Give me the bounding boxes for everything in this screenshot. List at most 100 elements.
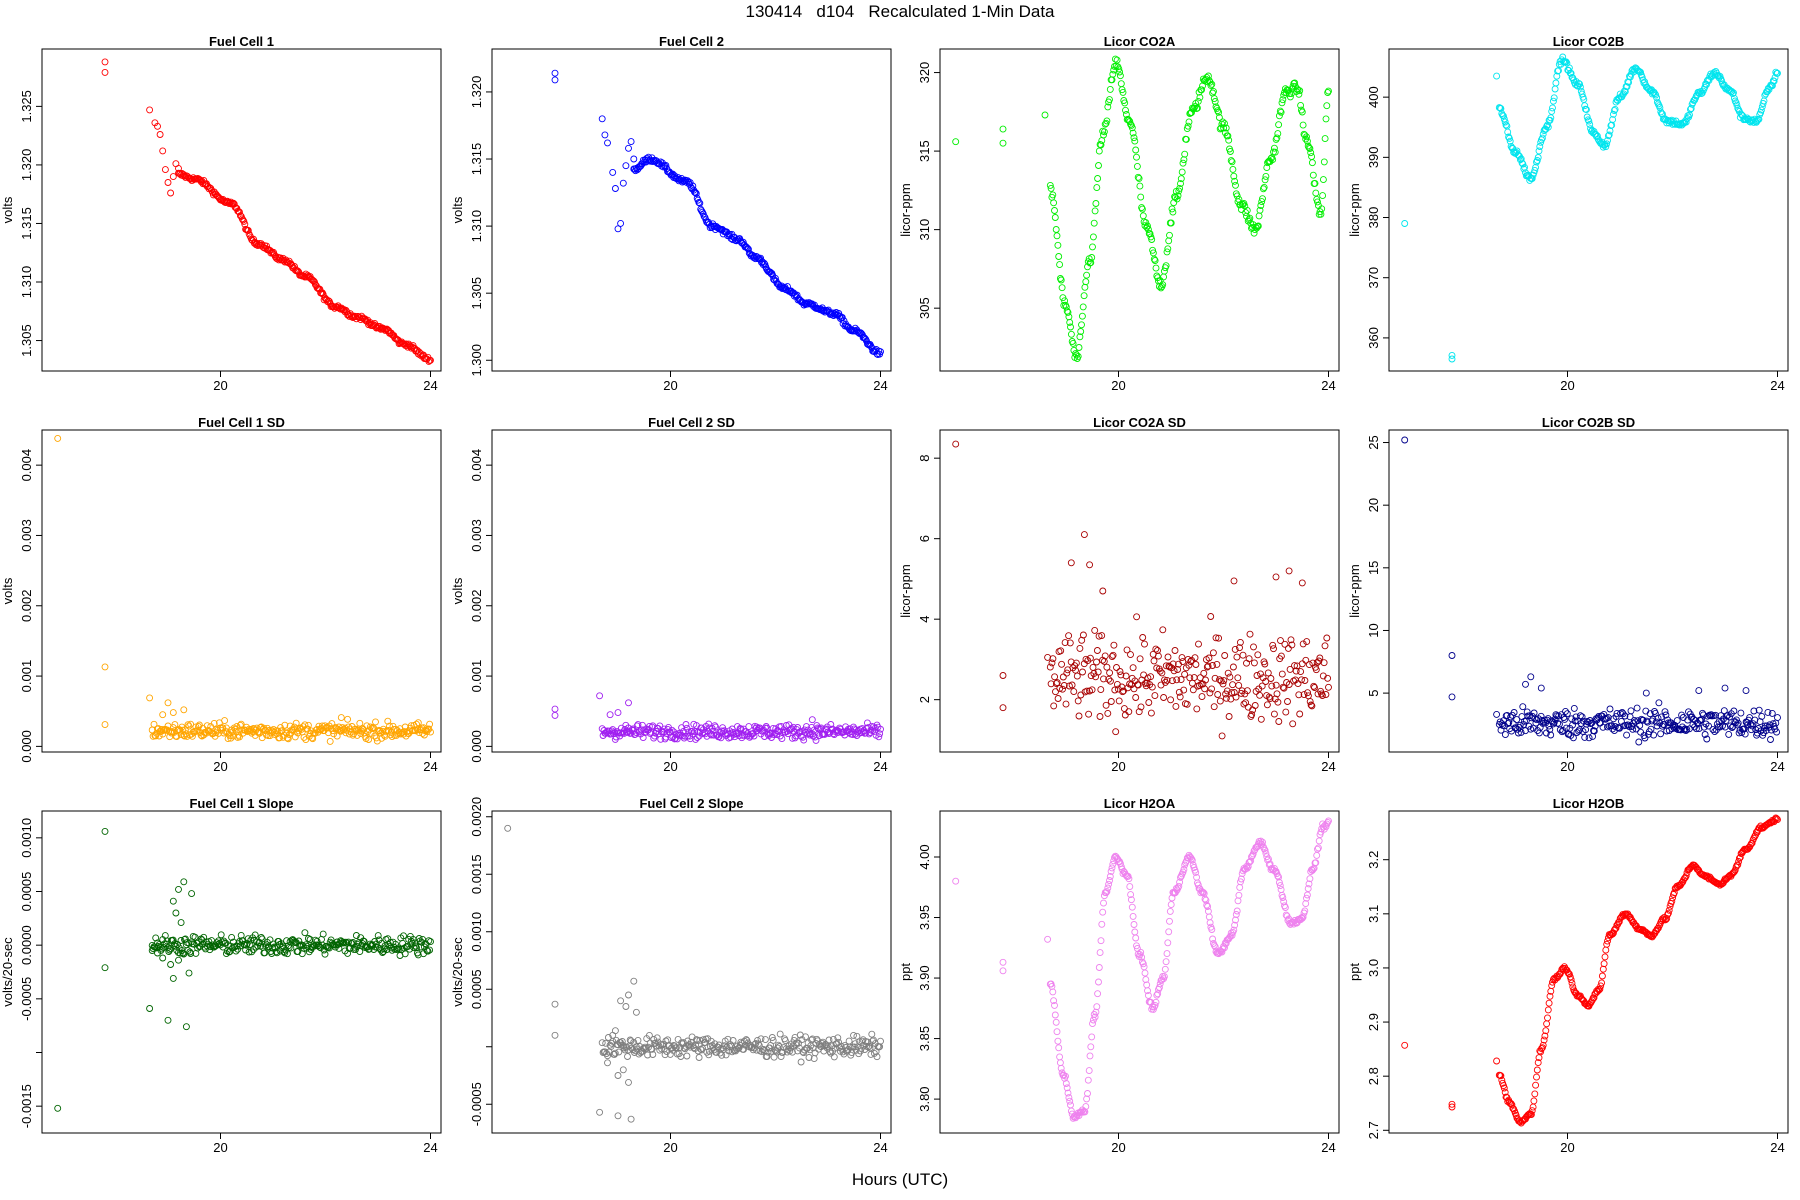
data-point — [1565, 970, 1573, 977]
data-point — [1134, 681, 1142, 689]
data-point — [1298, 579, 1306, 587]
page-title: 130414 d104 Recalculated 1-Min Data — [745, 2, 1055, 21]
chart-fuel-cell-2-slope: Fuel Cell 2 Slope volts/20-sec 20 24 -0.0005… — [450, 796, 892, 1155]
data-point — [1138, 953, 1146, 961]
y-tick-label: 0.004 — [469, 449, 484, 482]
series-points — [952, 817, 1332, 1122]
data-point — [693, 1036, 700, 1044]
data-point — [1192, 661, 1200, 668]
data-point — [1144, 987, 1151, 995]
data-point — [1056, 1059, 1064, 1067]
data-point — [1542, 1027, 1550, 1035]
data-point — [1502, 121, 1510, 129]
data-point — [280, 948, 288, 956]
data-point — [1221, 652, 1229, 659]
data-point — [683, 1052, 691, 1060]
y-tick-label: 4.00 — [917, 844, 932, 869]
data-point — [761, 733, 768, 740]
data-point — [1046, 663, 1054, 671]
data-point — [1129, 664, 1137, 672]
data-point — [1091, 626, 1099, 634]
data-point — [1260, 845, 1268, 853]
data-point — [1116, 68, 1124, 76]
data-point — [619, 1066, 627, 1074]
data-point — [1748, 839, 1756, 847]
data-point — [604, 1059, 611, 1067]
data-point — [333, 732, 341, 740]
data-point — [416, 351, 424, 359]
data-point — [187, 720, 195, 728]
data-point — [715, 733, 723, 741]
y-axis-label: volts — [0, 577, 15, 604]
data-point — [682, 721, 690, 728]
data-point — [868, 1030, 876, 1038]
y-tick-label: 0.001 — [19, 660, 34, 693]
data-point — [1167, 696, 1175, 704]
data-point — [1209, 662, 1216, 669]
y-tick-label: 0.004 — [19, 449, 34, 482]
data-point — [427, 938, 434, 946]
data-point — [1670, 889, 1678, 897]
data-point — [1081, 283, 1089, 291]
data-point — [1144, 222, 1151, 230]
data-point — [1309, 171, 1317, 179]
data-point — [1103, 888, 1111, 896]
data-point — [1295, 691, 1303, 699]
data-point — [1623, 731, 1631, 739]
data-point — [606, 711, 614, 719]
y-tick-label: 0.002 — [469, 589, 484, 622]
data-point — [1235, 891, 1243, 899]
data-point — [1050, 997, 1058, 1005]
data-point — [1243, 687, 1251, 695]
data-point — [1513, 716, 1521, 724]
data-point — [777, 1053, 785, 1061]
y-tick-label: 370 — [1366, 267, 1381, 289]
data-point — [875, 733, 883, 741]
data-point — [1080, 292, 1088, 300]
data-point — [185, 969, 193, 977]
data-point — [1510, 709, 1518, 716]
data-point — [1261, 660, 1269, 668]
data-point — [1300, 130, 1308, 138]
data-point — [707, 222, 715, 230]
data-point — [1627, 70, 1635, 78]
data-point — [1216, 676, 1223, 684]
data-point — [287, 944, 295, 952]
data-point — [236, 733, 243, 741]
data-point — [1626, 73, 1634, 81]
data-point — [353, 731, 361, 739]
x-tick-label: 24 — [1770, 759, 1784, 774]
data-point — [873, 1053, 881, 1061]
data-point — [326, 737, 334, 745]
data-point — [789, 723, 797, 731]
data-point — [1735, 858, 1743, 865]
data-point — [1195, 682, 1203, 689]
data-point — [1256, 206, 1264, 214]
data-point — [596, 1108, 604, 1116]
data-point — [324, 724, 332, 732]
data-point — [1221, 944, 1228, 952]
data-point — [1499, 111, 1507, 119]
data-point — [1569, 983, 1577, 991]
data-point — [551, 76, 559, 84]
data-point — [1325, 87, 1332, 95]
data-point — [401, 950, 409, 958]
data-point — [164, 1016, 172, 1024]
data-point — [182, 1023, 190, 1031]
data-point — [1232, 911, 1240, 918]
x-tick-label: 20 — [663, 759, 677, 774]
data-point — [551, 69, 559, 77]
data-point — [1609, 116, 1617, 124]
data-point — [1524, 1111, 1532, 1119]
data-point — [313, 937, 321, 945]
data-point — [1266, 695, 1274, 703]
data-point — [1220, 124, 1228, 132]
data-point — [999, 967, 1007, 975]
data-point — [1546, 726, 1554, 733]
data-point — [1078, 312, 1086, 320]
y-tick-label: 2.9 — [1366, 1013, 1381, 1031]
data-point — [1211, 98, 1219, 105]
data-point — [1051, 673, 1059, 681]
data-point — [1648, 90, 1656, 98]
data-point — [1115, 697, 1123, 705]
